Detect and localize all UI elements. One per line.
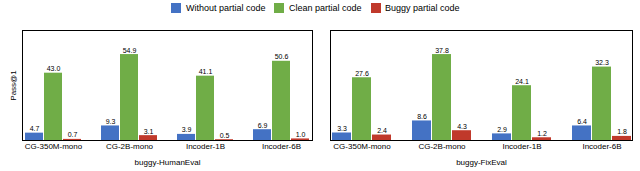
svg-text:buggy-FixEval: buggy-FixEval	[456, 158, 507, 167]
svg-text:buggy-HumanEval: buggy-HumanEval	[135, 158, 201, 167]
svg-text:6.9: 6.9	[258, 122, 268, 129]
svg-text:CG-350M-mono: CG-350M-mono	[25, 142, 83, 151]
svg-text:Incoder-1B: Incoder-1B	[186, 142, 225, 151]
svg-text:Incoder-1B: Incoder-1B	[502, 142, 541, 151]
svg-text:1.0: 1.0	[296, 131, 306, 138]
svg-text:27.6: 27.6	[355, 70, 369, 77]
svg-text:37.8: 37.8	[435, 47, 449, 54]
html-text:Without partial code: Without partial code	[185, 2, 266, 13]
svg-text:0.5: 0.5	[220, 132, 230, 139]
svg-text:2.4: 2.4	[377, 127, 387, 134]
svg-text:4.7: 4.7	[30, 125, 40, 132]
svg-text:4.3: 4.3	[457, 123, 467, 130]
svg-text:Pass@1: Pass@1	[9, 70, 18, 101]
svg-text:54.9: 54.9	[123, 47, 137, 54]
svg-text:3.3: 3.3	[337, 125, 347, 132]
svg-text:50.6: 50.6	[275, 53, 289, 60]
svg-text:3.1: 3.1	[144, 128, 154, 135]
svg-text:3.9: 3.9	[182, 126, 192, 133]
svg-text:6.4: 6.4	[577, 118, 587, 125]
svg-text:1.8: 1.8	[617, 128, 627, 135]
html-text:Clean partial code: Clean partial code	[289, 2, 362, 13]
svg-text:CG-350M-mono: CG-350M-mono	[333, 142, 391, 151]
svg-text:41.1: 41.1	[199, 68, 213, 75]
svg-text:9.3: 9.3	[106, 118, 116, 125]
svg-text:Incoder-6B: Incoder-6B	[262, 142, 301, 151]
svg-text:8.6: 8.6	[417, 113, 427, 120]
svg-text:CG-2B-mono: CG-2B-mono	[106, 142, 154, 151]
svg-text:0.7: 0.7	[68, 131, 78, 138]
svg-text:CG-2B-mono: CG-2B-mono	[418, 142, 466, 151]
svg-text:2.9: 2.9	[497, 126, 507, 133]
svg-text:Incoder-6B: Incoder-6B	[582, 142, 621, 151]
svg-text:24.1: 24.1	[515, 78, 529, 85]
html-text:Buggy partial code: Buggy partial code	[385, 2, 460, 13]
svg-text:1.2: 1.2	[537, 130, 547, 137]
svg-text:43.0: 43.0	[47, 65, 61, 72]
svg-text:32.3: 32.3	[595, 59, 609, 66]
